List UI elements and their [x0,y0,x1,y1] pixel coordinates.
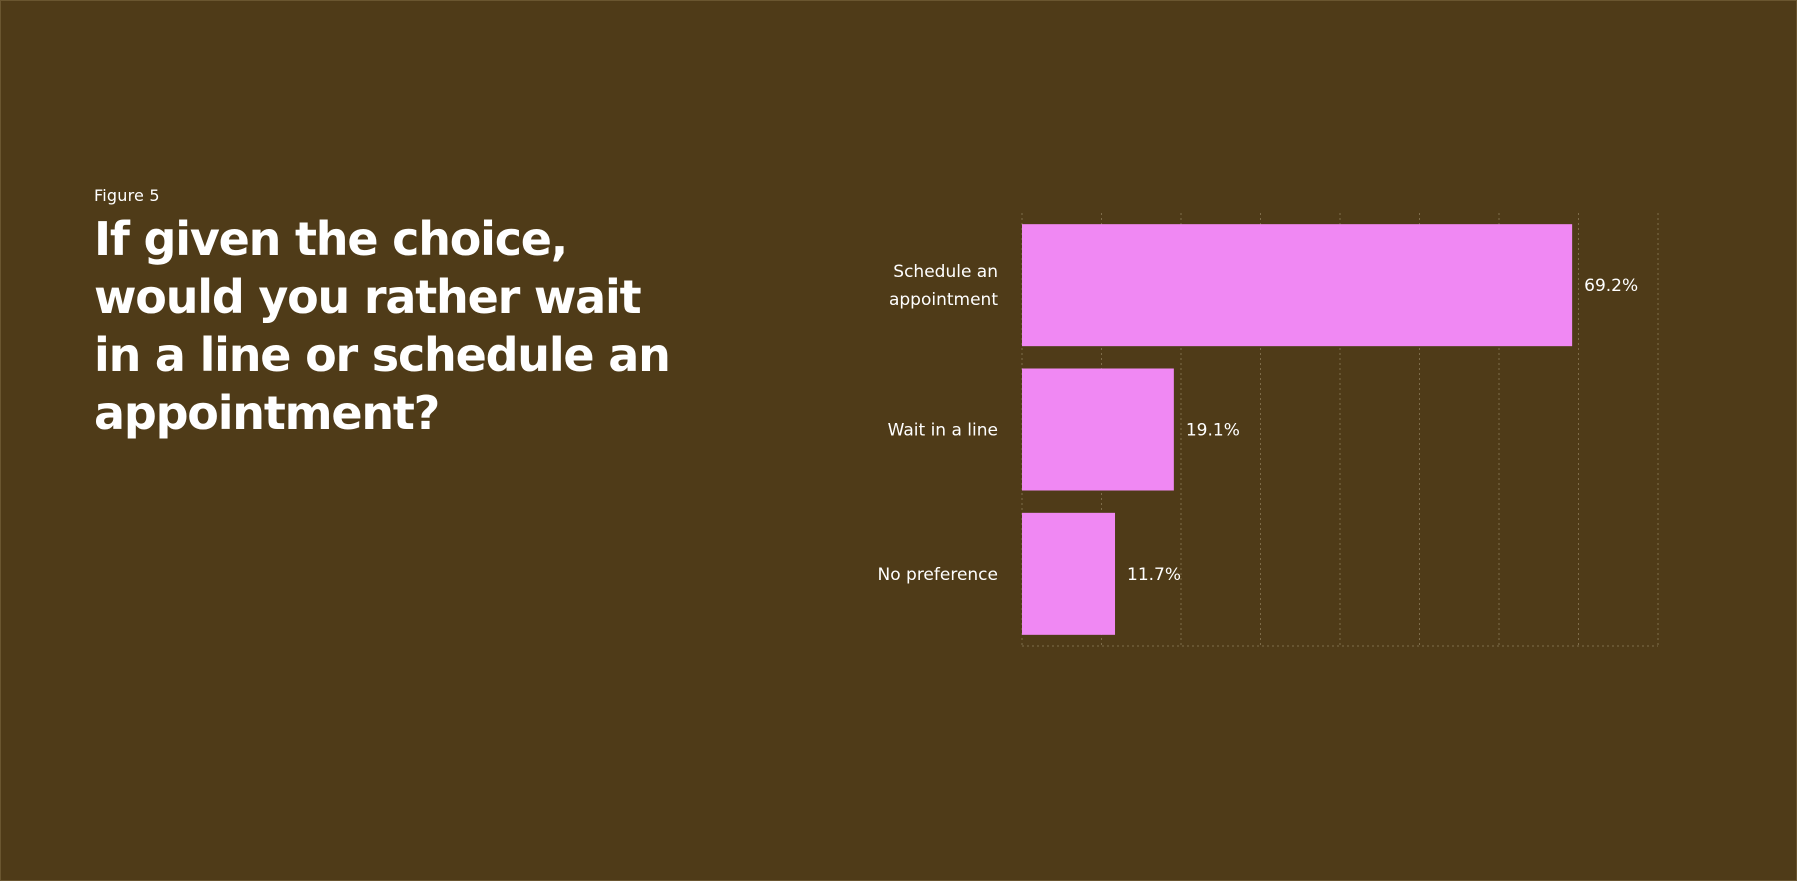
bar-chart: Schedule an appointment Wait in a line No p… [878,213,1659,647]
bar [1022,512,1116,635]
chart-title: If given the choice, would you rather wa… [94,212,671,440]
category-label-line: Schedule an [893,262,998,282]
category-label: Wait in a line [888,421,998,441]
category-label-line: appointment [889,290,998,310]
category-label: No preference [878,565,999,585]
figure-label: Figure 5 [94,186,160,205]
category-labels: Schedule an appointment Wait in a line No p… [878,262,999,585]
category-label: Schedule an appointment [889,262,998,310]
value-labels: 69.2% 19.1% 11.7% [1127,276,1638,585]
bar [1022,368,1174,491]
category-label-line: Wait in a line [888,421,998,441]
bar-value-label: 69.2% [1584,276,1638,296]
bar-value-label: 19.1% [1186,421,1240,441]
bar-value-label: 11.7% [1127,565,1181,585]
category-label-line: No preference [878,565,999,585]
bar [1022,224,1573,347]
chart-bars [1022,224,1573,635]
